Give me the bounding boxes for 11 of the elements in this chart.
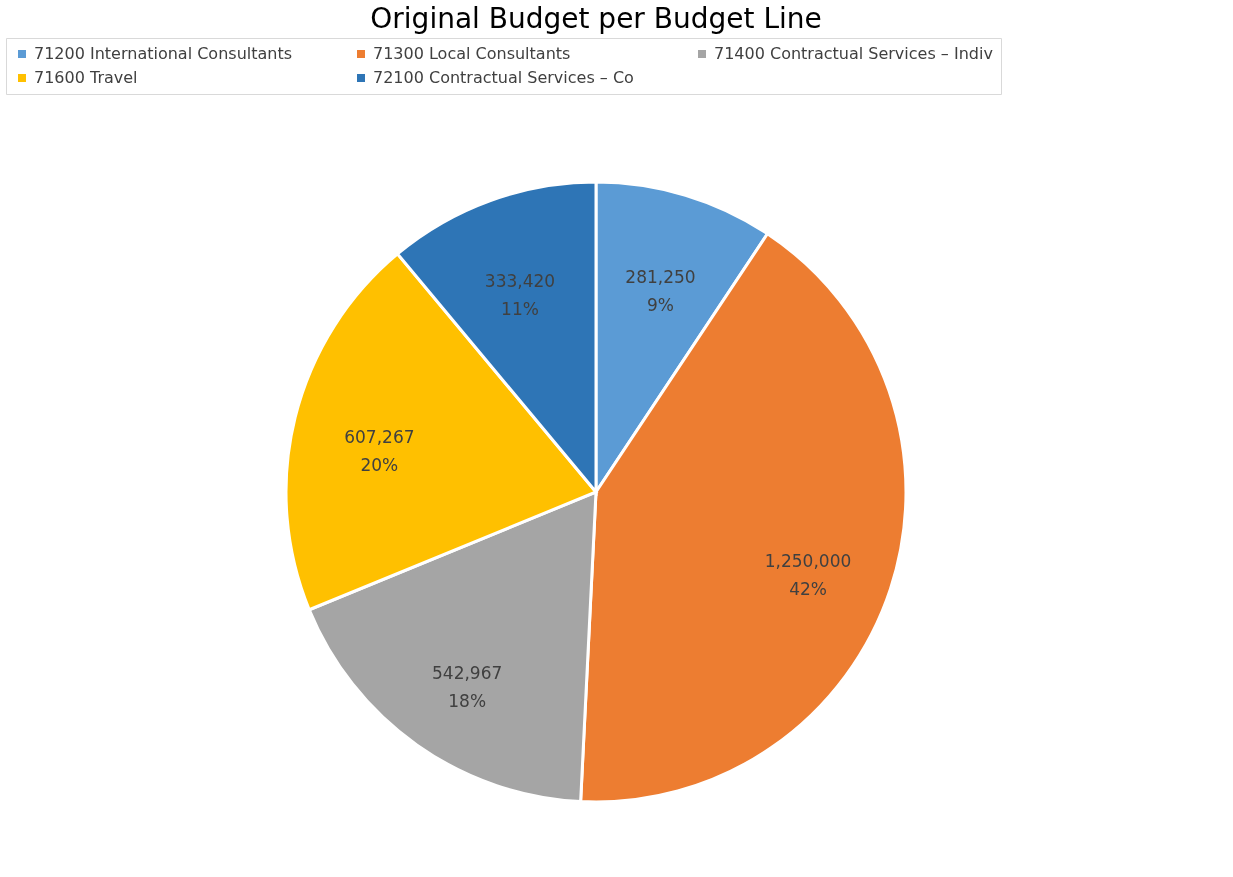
data-label: 1,250,000 42%: [764, 550, 852, 599]
data-label: 333,420 11%: [484, 271, 556, 320]
legend-label: 71400 Contractual Services – Indiv: [714, 44, 993, 63]
legend-label: 72100 Contractual Services – Co: [373, 68, 634, 87]
data-label: 281,250 9%: [625, 267, 696, 316]
data-label: 542,967 18%: [432, 663, 503, 712]
data-label: 607,267 20%: [344, 427, 415, 476]
legend-label: 71600 Travel: [34, 68, 138, 87]
legend-label: 71200 International Consultants: [34, 44, 293, 63]
chart-title: Original Budget per Budget Line: [370, 1, 822, 35]
legend-label: 71300 Local Consultants: [373, 44, 571, 63]
